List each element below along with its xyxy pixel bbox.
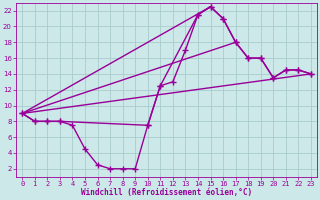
X-axis label: Windchill (Refroidissement éolien,°C): Windchill (Refroidissement éolien,°C) [81, 188, 252, 197]
